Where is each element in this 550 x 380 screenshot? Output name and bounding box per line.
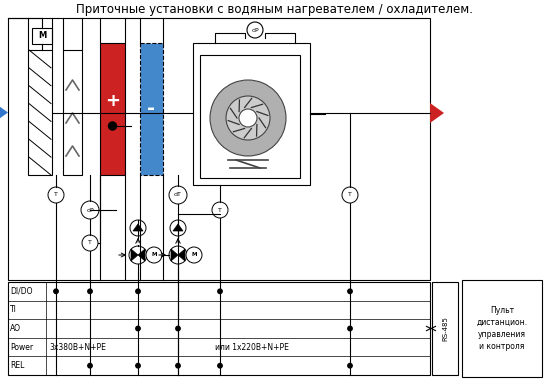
Circle shape <box>186 247 202 263</box>
Polygon shape <box>138 249 145 261</box>
Polygon shape <box>100 43 125 175</box>
Circle shape <box>212 202 228 218</box>
Text: RS-485: RS-485 <box>442 316 448 341</box>
Circle shape <box>348 326 352 331</box>
Text: dP: dP <box>86 207 94 212</box>
Text: REL: REL <box>10 361 24 370</box>
Text: Power: Power <box>10 343 33 352</box>
Text: dT: dT <box>174 193 182 198</box>
Circle shape <box>218 289 222 293</box>
Circle shape <box>348 364 352 368</box>
Text: M: M <box>151 252 157 258</box>
Polygon shape <box>140 43 163 175</box>
Polygon shape <box>430 103 444 123</box>
Circle shape <box>342 187 358 203</box>
Circle shape <box>226 96 270 140</box>
Circle shape <box>88 289 92 293</box>
Text: 3x380В+N+PE: 3x380В+N+PE <box>49 343 106 352</box>
Polygon shape <box>178 249 185 261</box>
Text: Пульт
дистанцион.
управления
и контроля: Пульт дистанцион. управления и контроля <box>476 306 527 351</box>
Circle shape <box>129 246 147 264</box>
Wedge shape <box>210 80 286 156</box>
Text: или 1x220В+N+PE: или 1x220В+N+PE <box>215 343 289 352</box>
Circle shape <box>130 220 146 236</box>
Text: T: T <box>54 193 58 198</box>
Circle shape <box>176 364 180 368</box>
Circle shape <box>136 326 140 331</box>
Circle shape <box>146 247 162 263</box>
Circle shape <box>48 187 64 203</box>
Polygon shape <box>131 249 138 261</box>
Text: AO: AO <box>10 324 21 333</box>
Circle shape <box>81 201 99 219</box>
Circle shape <box>88 364 92 368</box>
Circle shape <box>169 246 187 264</box>
Text: T: T <box>218 207 222 212</box>
Polygon shape <box>133 224 143 231</box>
Circle shape <box>136 289 140 293</box>
Text: +: + <box>105 92 120 110</box>
Circle shape <box>239 109 257 127</box>
Text: DI/DO: DI/DO <box>10 287 32 296</box>
Circle shape <box>247 22 263 38</box>
Polygon shape <box>0 103 8 122</box>
Circle shape <box>54 289 58 293</box>
Text: -: - <box>147 100 156 119</box>
Text: M: M <box>38 32 46 41</box>
Circle shape <box>108 122 117 130</box>
Text: T: T <box>348 193 352 198</box>
Text: TI: TI <box>10 306 17 314</box>
Polygon shape <box>171 249 178 261</box>
Text: Приточные установки с водяным нагревателем / охладителем.: Приточные установки с водяным нагревател… <box>76 3 474 16</box>
Circle shape <box>176 326 180 331</box>
Circle shape <box>218 364 222 368</box>
Circle shape <box>170 220 186 236</box>
Text: M: M <box>191 252 197 258</box>
Text: dP: dP <box>251 27 259 33</box>
Polygon shape <box>173 224 183 231</box>
Circle shape <box>169 186 187 204</box>
Circle shape <box>82 235 98 251</box>
Text: T: T <box>88 241 92 245</box>
Circle shape <box>136 364 140 368</box>
Circle shape <box>348 289 352 293</box>
